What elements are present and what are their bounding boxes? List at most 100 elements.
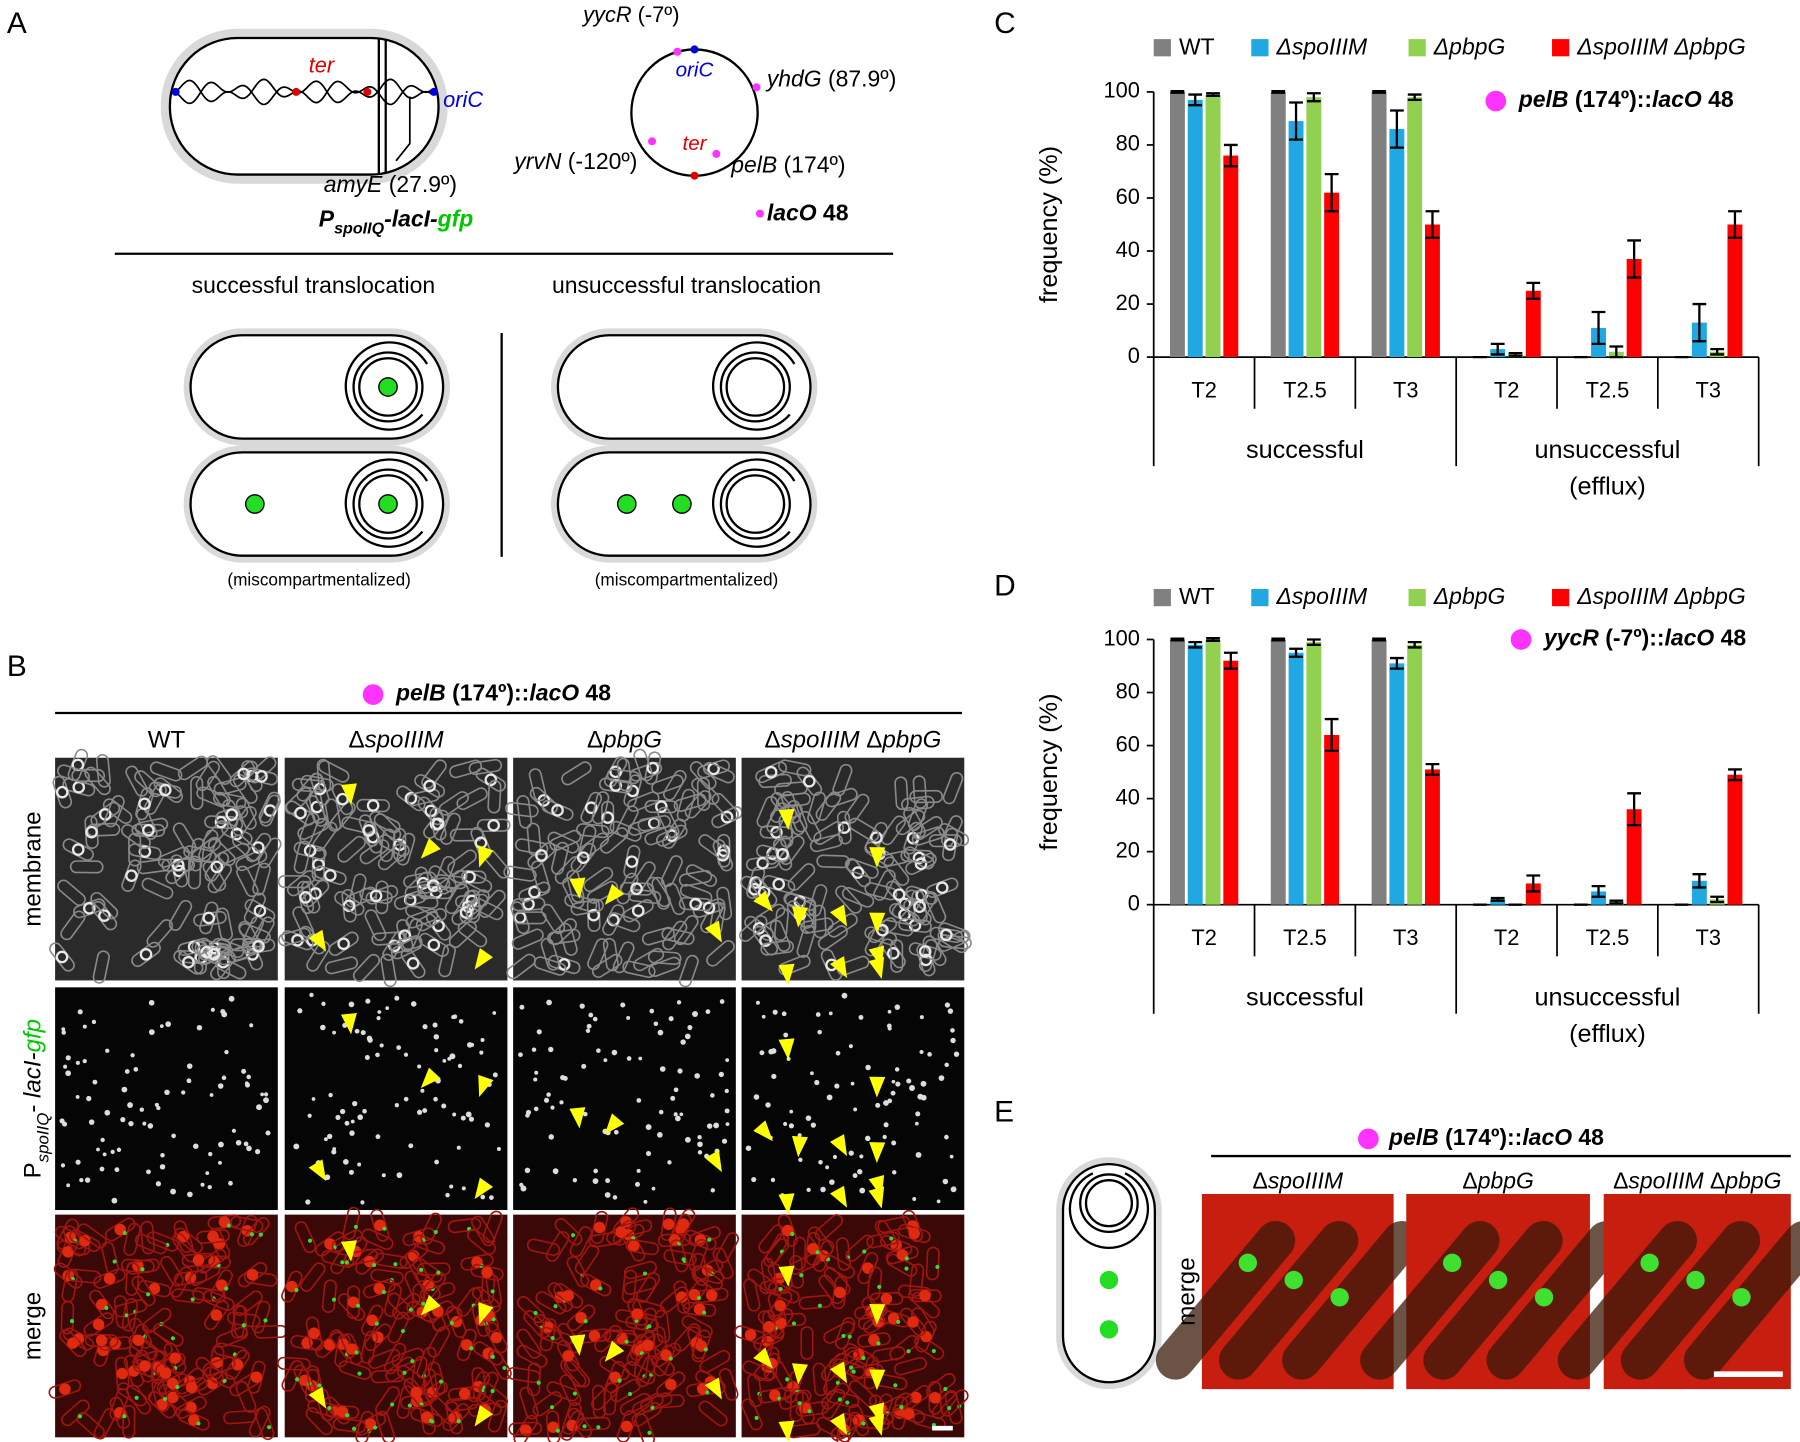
focus bbox=[657, 1029, 664, 1036]
focus bbox=[604, 1192, 611, 1198]
cell-outline bbox=[678, 869, 713, 887]
focus bbox=[892, 1170, 897, 1175]
focus bbox=[642, 1271, 648, 1276]
forespore-ring bbox=[250, 1371, 263, 1383]
cell-outline bbox=[644, 825, 677, 846]
forespore-ring bbox=[702, 901, 716, 915]
laco-dot bbox=[1510, 629, 1532, 650]
focus bbox=[490, 1388, 495, 1394]
focus bbox=[519, 1004, 525, 1010]
focus bbox=[224, 1286, 229, 1291]
focus bbox=[627, 1391, 633, 1397]
cell-outline bbox=[612, 941, 635, 974]
cell-outline bbox=[827, 913, 858, 938]
focus bbox=[858, 1014, 864, 1020]
cell-outline bbox=[825, 787, 858, 808]
focus bbox=[887, 1026, 892, 1031]
focus bbox=[249, 1023, 254, 1028]
cell-outline bbox=[554, 1218, 583, 1246]
focus bbox=[681, 1257, 686, 1262]
legend-swatch bbox=[1153, 588, 1171, 607]
forespore-ring bbox=[535, 849, 548, 862]
text-part: spoIIIM bbox=[1268, 1168, 1344, 1194]
cell-outline bbox=[125, 765, 149, 797]
focus bbox=[841, 992, 848, 999]
cell-outline bbox=[198, 938, 230, 961]
cell-outline bbox=[359, 839, 390, 865]
focus bbox=[146, 1292, 151, 1297]
gfp-focus bbox=[1099, 1270, 1119, 1290]
arrowhead bbox=[778, 1038, 795, 1060]
cell-outline bbox=[864, 882, 898, 901]
focus bbox=[697, 1135, 702, 1140]
focus bbox=[382, 1226, 387, 1231]
focus bbox=[702, 1310, 707, 1315]
focus bbox=[217, 1083, 224, 1089]
focus bbox=[707, 1237, 712, 1242]
cell-outline bbox=[912, 815, 943, 841]
forespore-ring bbox=[294, 806, 307, 820]
focus bbox=[861, 1421, 866, 1426]
cell-outline bbox=[890, 939, 904, 973]
focus bbox=[139, 1107, 145, 1112]
cell-outline bbox=[177, 755, 209, 781]
bar bbox=[1371, 91, 1387, 358]
forespore-ring bbox=[142, 824, 155, 837]
focus bbox=[845, 1400, 850, 1405]
cell-interior bbox=[1683, 1221, 1800, 1380]
locus-dot bbox=[673, 47, 682, 56]
cell-outline bbox=[171, 1288, 205, 1304]
focus bbox=[419, 1267, 424, 1272]
focus bbox=[697, 1150, 703, 1155]
cell-outline bbox=[560, 1410, 585, 1441]
cell-outline bbox=[305, 1407, 333, 1436]
laco-dot bbox=[1485, 90, 1507, 112]
focus bbox=[670, 1095, 676, 1101]
focus bbox=[882, 1134, 887, 1140]
cell-outline bbox=[466, 1228, 496, 1255]
forespore-ring bbox=[98, 909, 111, 922]
x-tick-label: T3 bbox=[1696, 925, 1721, 950]
focus bbox=[348, 1169, 354, 1175]
text-part: lacO bbox=[1652, 86, 1702, 112]
forespore-ring bbox=[870, 831, 883, 844]
cell-outline bbox=[69, 860, 104, 874]
cell-outline bbox=[329, 801, 356, 831]
focus bbox=[832, 1154, 838, 1160]
focus bbox=[66, 1183, 71, 1188]
focus bbox=[950, 1028, 955, 1033]
focus bbox=[894, 1004, 901, 1010]
forespore-ring bbox=[237, 767, 250, 781]
error-bar bbox=[1271, 637, 1286, 642]
section-title: successful translocation bbox=[192, 272, 436, 298]
focus bbox=[175, 1385, 180, 1390]
cell-outline bbox=[116, 1382, 148, 1407]
cell-outline bbox=[57, 879, 86, 907]
focus bbox=[148, 1029, 155, 1036]
focus bbox=[489, 1195, 494, 1200]
cell-outline bbox=[570, 898, 604, 916]
cell-outline bbox=[369, 811, 401, 834]
cell-inner bbox=[168, 36, 440, 176]
cell-outline bbox=[514, 838, 549, 856]
forespore-ring bbox=[139, 1360, 151, 1372]
cell-outline bbox=[251, 916, 275, 948]
focus bbox=[835, 1050, 841, 1056]
error-bar bbox=[1372, 89, 1386, 94]
focus bbox=[263, 1092, 269, 1097]
label: ter bbox=[682, 132, 707, 155]
cell-outline bbox=[540, 903, 566, 935]
focus bbox=[771, 1073, 777, 1080]
text-part: lacO bbox=[529, 680, 579, 706]
cell-outline bbox=[711, 792, 739, 821]
focus bbox=[770, 1177, 776, 1183]
error-bar bbox=[1490, 342, 1505, 356]
focus bbox=[100, 1137, 105, 1143]
focus bbox=[696, 1296, 702, 1301]
focus bbox=[433, 1096, 438, 1102]
cell-outline bbox=[141, 877, 174, 900]
forespore-ring bbox=[519, 1424, 532, 1436]
focus bbox=[582, 1424, 587, 1429]
cell-outline bbox=[540, 937, 560, 971]
